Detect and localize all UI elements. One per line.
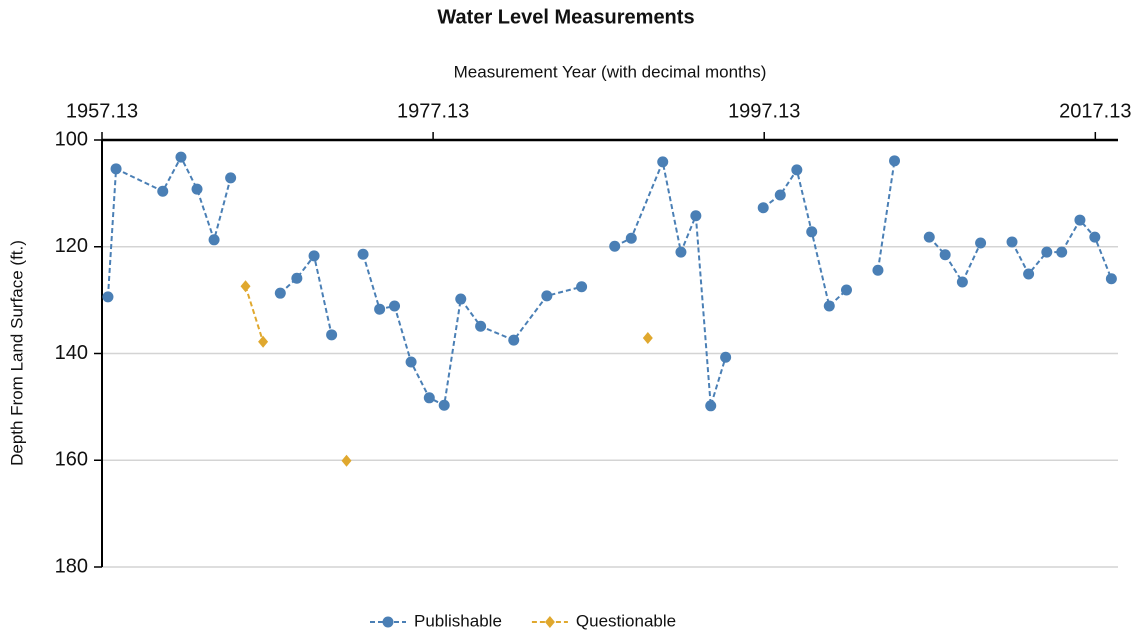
x-tick-label: 1957.13 — [66, 100, 138, 122]
marker — [541, 290, 553, 302]
marker — [382, 616, 394, 628]
marker — [225, 172, 237, 184]
marker — [609, 240, 621, 252]
marker — [389, 300, 401, 312]
x-tick-label: 1997.13 — [728, 100, 800, 122]
marker — [1105, 273, 1117, 285]
chart-title: Water Level Measurements — [437, 6, 694, 28]
marker — [840, 284, 852, 296]
marker — [720, 351, 732, 363]
marker — [208, 234, 220, 246]
marker — [975, 237, 987, 249]
marker — [1089, 231, 1101, 243]
marker — [308, 250, 320, 262]
marker — [690, 210, 702, 222]
marker — [642, 332, 653, 345]
marker — [889, 155, 901, 167]
marker — [576, 281, 588, 293]
marker — [191, 183, 203, 195]
marker — [872, 264, 884, 276]
marker — [1074, 214, 1086, 226]
marker — [1023, 268, 1035, 280]
marker — [1056, 246, 1068, 258]
marker — [675, 246, 687, 258]
marker — [455, 293, 467, 305]
legend-label: Questionable — [576, 611, 676, 630]
y-tick-label: 100 — [55, 128, 88, 150]
legend-label: Publishable — [414, 611, 502, 630]
marker — [357, 248, 369, 260]
marker — [405, 356, 417, 368]
marker — [544, 616, 555, 628]
marker — [274, 287, 286, 299]
marker — [956, 276, 968, 288]
marker — [657, 156, 669, 168]
marker — [475, 320, 487, 332]
x-tick-label: 1977.13 — [397, 100, 469, 122]
x-axis-label: Measurement Year (with decimal months) — [454, 62, 767, 81]
marker — [757, 202, 769, 214]
y-tick-label: 160 — [55, 449, 88, 471]
marker — [374, 303, 386, 315]
marker — [157, 185, 169, 197]
marker — [110, 163, 122, 175]
marker — [508, 334, 520, 346]
marker — [1041, 246, 1053, 258]
y-tick-label: 140 — [55, 342, 88, 364]
marker — [258, 335, 269, 348]
marker — [774, 189, 786, 201]
marker — [291, 272, 303, 284]
marker — [341, 454, 352, 467]
y-tick-label: 180 — [55, 555, 88, 577]
marker — [1006, 236, 1018, 248]
series-line — [246, 286, 648, 342]
marker — [423, 392, 435, 404]
marker — [791, 164, 803, 176]
marker — [705, 400, 717, 412]
marker — [175, 151, 187, 163]
marker — [326, 329, 338, 341]
marker — [438, 399, 450, 411]
marker — [939, 249, 951, 261]
marker — [102, 291, 114, 303]
marker — [240, 280, 251, 293]
y-axis-label: Depth From Land Surface (ft.) — [7, 240, 26, 466]
y-tick-label: 120 — [55, 235, 88, 257]
marker — [923, 231, 935, 243]
marker — [823, 300, 835, 312]
marker — [806, 226, 818, 238]
marker — [625, 232, 637, 244]
x-tick-label: 2017.13 — [1059, 100, 1131, 122]
